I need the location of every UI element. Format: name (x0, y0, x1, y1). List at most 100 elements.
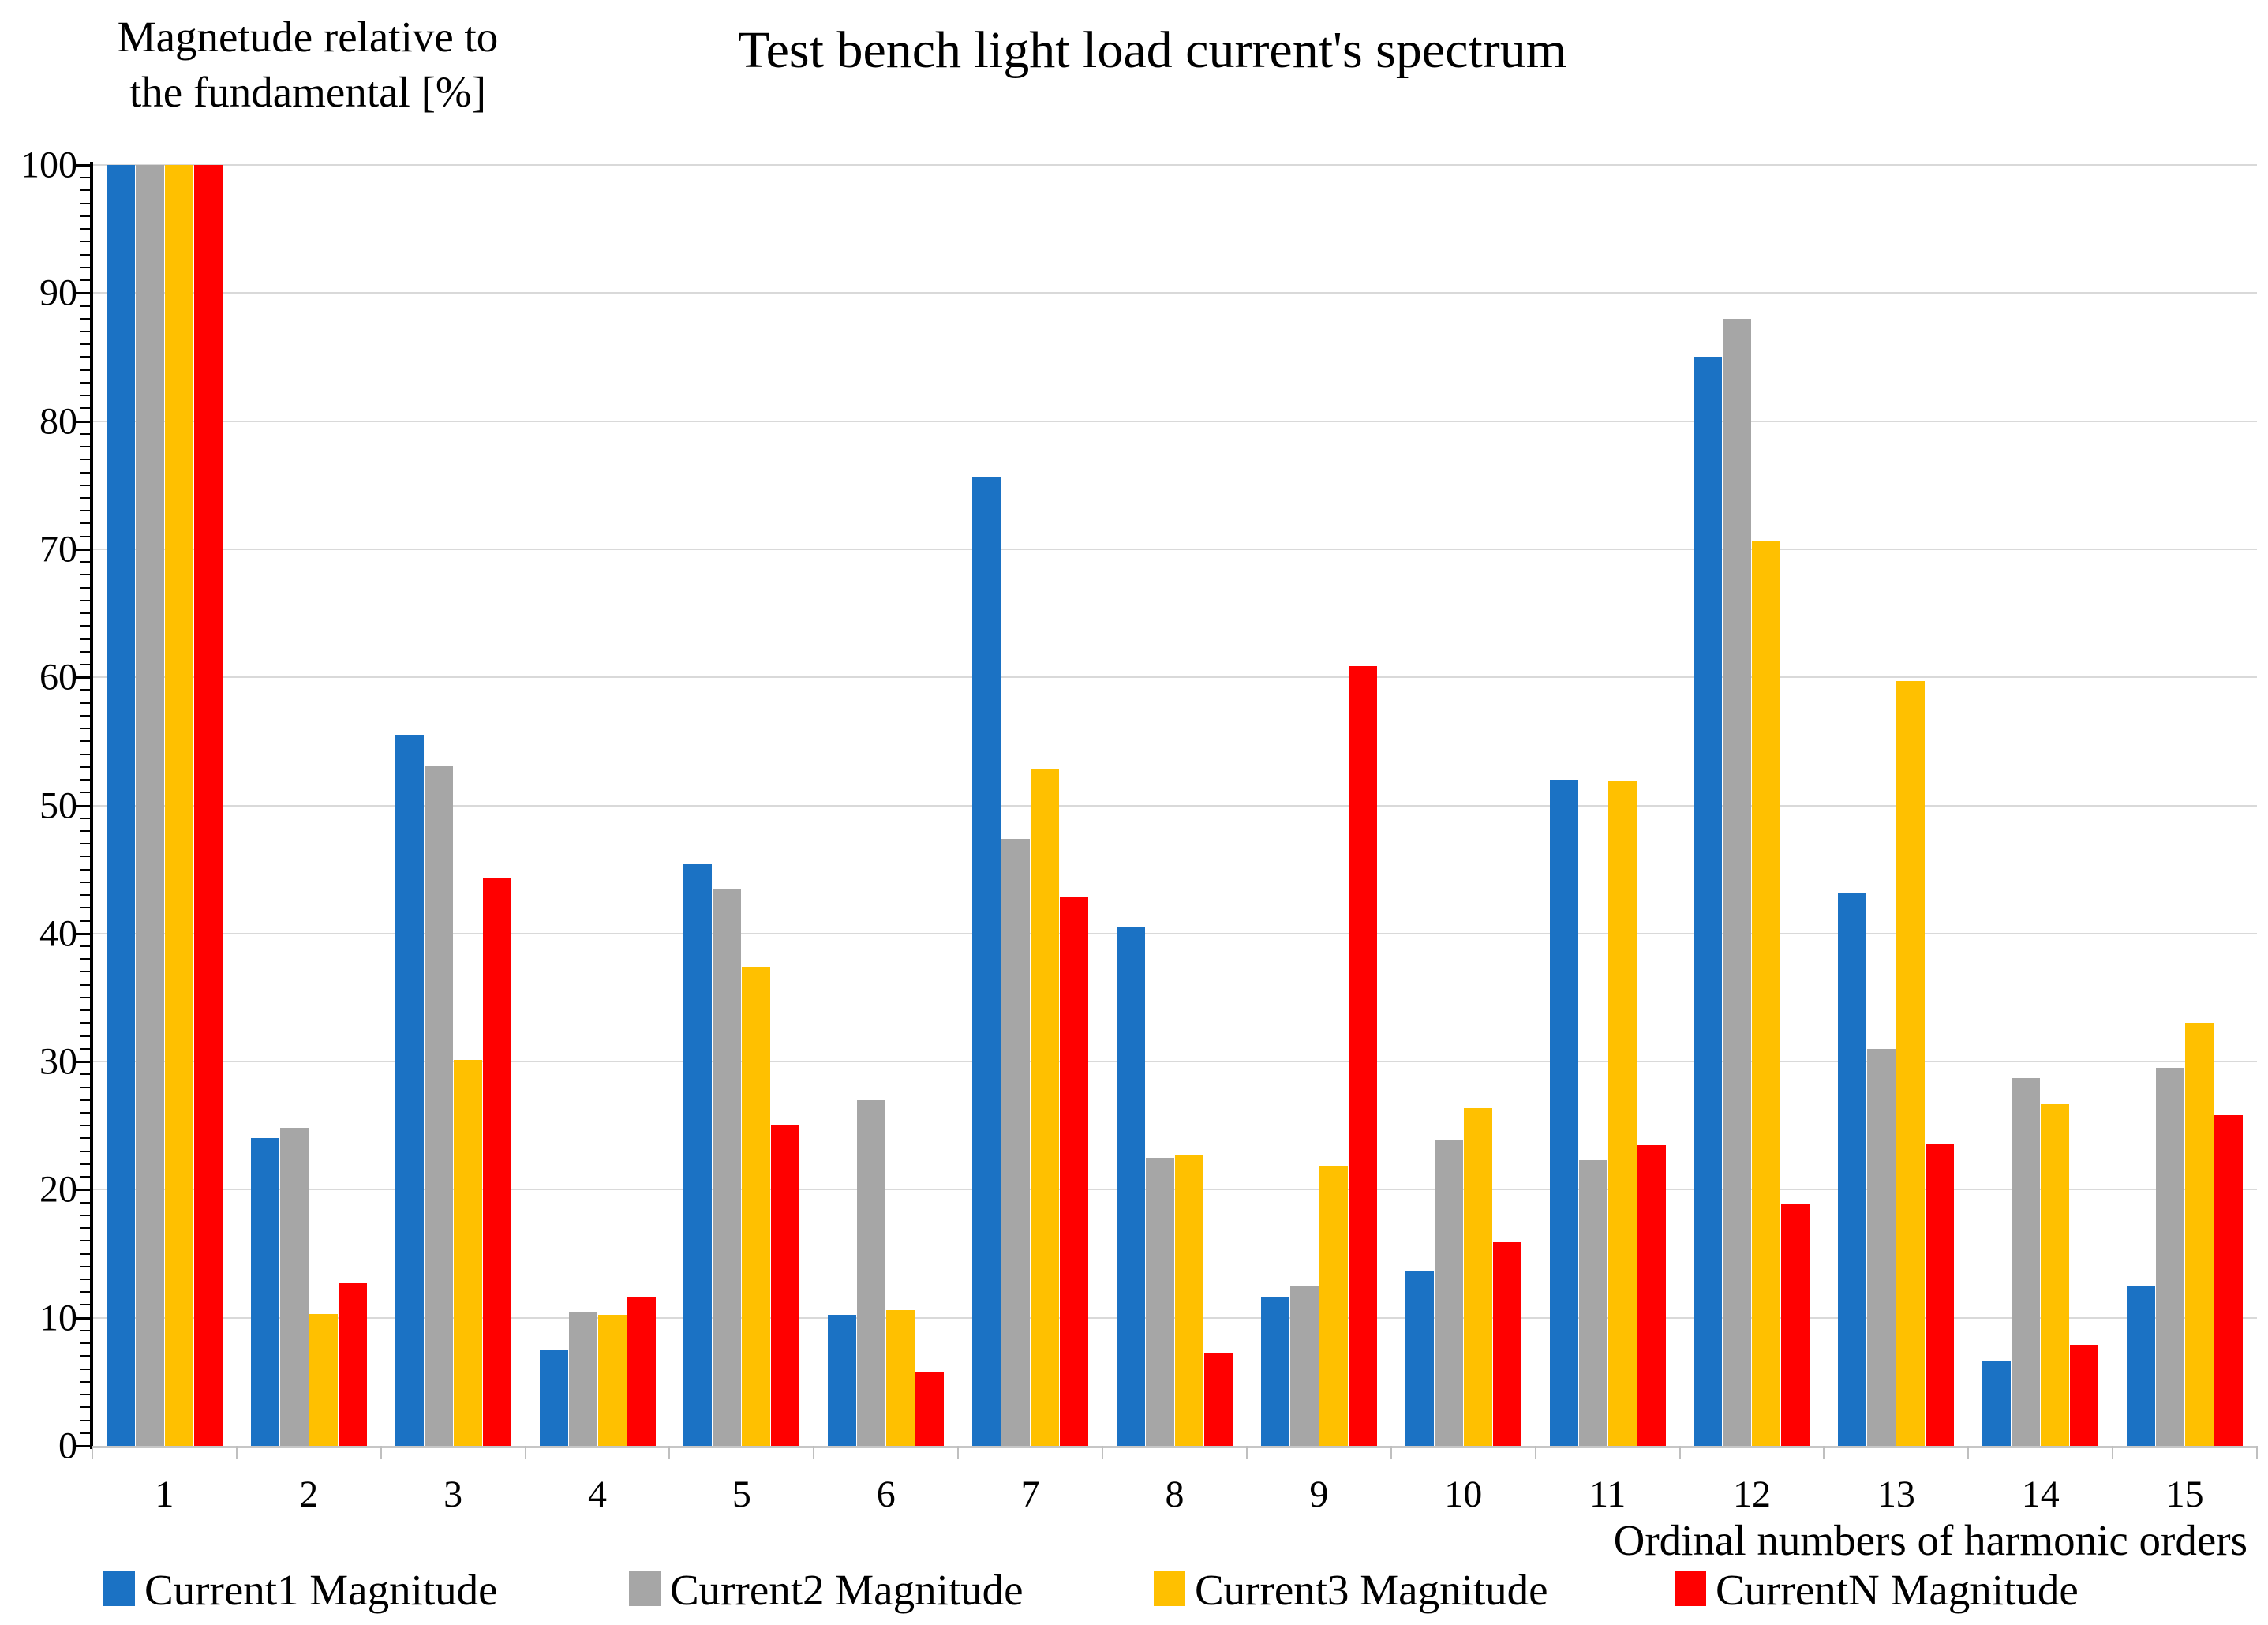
bar-series3-order9 (1319, 1166, 1348, 1446)
bar-series4-order2 (339, 1282, 367, 1446)
bar-series1-order2 (251, 1138, 279, 1446)
y-minor-tick-15 (80, 1252, 90, 1255)
bar-series3-order10 (1464, 1107, 1492, 1446)
bar-series1-order3 (395, 735, 424, 1446)
bar-series4-order6 (915, 1372, 944, 1446)
y-minor-tick-82 (80, 395, 90, 397)
y-minor-tick-97 (80, 202, 90, 204)
bar-series2-order9 (1290, 1286, 1319, 1446)
y-major-tick-70 (73, 548, 90, 551)
y-minor-tick-4 (80, 1394, 90, 1396)
y-minor-tick-88 (80, 317, 90, 320)
y-minor-tick-49 (80, 817, 90, 819)
bar-series2-order8 (1146, 1157, 1174, 1446)
y-minor-tick-47 (80, 843, 90, 845)
y-minor-tick-95 (80, 228, 90, 230)
y-minor-tick-68 (80, 574, 90, 576)
x-category-label-4: 4 (588, 1473, 608, 1515)
y-major-tick-50 (73, 804, 90, 807)
bar-series4-order11 (1637, 1144, 1666, 1446)
gridline-20 (92, 1189, 2257, 1191)
y-minor-tick-39 (80, 945, 90, 948)
legend-label-4: CurrentN Magnitude (1716, 1566, 2079, 1614)
x-axis-title: Ordinal numbers of harmonic orders (1613, 1516, 2247, 1564)
y-minor-tick-99 (80, 177, 90, 179)
y-major-tick-60 (73, 676, 90, 680)
bar-series2-order4 (569, 1311, 597, 1446)
y-minor-tick-75 (80, 484, 90, 486)
y-axis-line (90, 162, 93, 1449)
bar-series2-order11 (1579, 1160, 1607, 1446)
y-minor-tick-44 (80, 881, 90, 883)
x-category-label-7: 7 (1020, 1473, 1040, 1515)
y-minor-tick-23 (80, 1150, 90, 1152)
bar-series2-order1 (136, 165, 164, 1446)
y-minor-tick-62 (80, 650, 90, 653)
bar-series2-order14 (2012, 1078, 2040, 1446)
bar-series1-order15 (2127, 1286, 2155, 1446)
y-minor-tick-11 (80, 1304, 90, 1306)
x-tick-8 (1245, 1446, 1248, 1459)
bar-series3-order4 (598, 1315, 627, 1446)
x-tick-2 (380, 1446, 382, 1459)
y-minor-tick-32 (80, 1035, 90, 1037)
y-minor-tick-77 (80, 459, 90, 461)
legend-label-2: Current2 Magnitude (670, 1566, 1024, 1614)
bar-series1-order14 (1982, 1361, 2011, 1446)
y-minor-tick-1 (80, 1432, 90, 1434)
y-minor-tick-6 (80, 1368, 90, 1370)
x-category-label-1: 1 (155, 1473, 174, 1515)
bar-series1-order10 (1405, 1270, 1434, 1446)
y-tick-label-0: 0 (58, 1425, 77, 1467)
y-minor-tick-85 (80, 356, 90, 358)
bar-series1-order11 (1550, 780, 1578, 1446)
y-minor-tick-55 (80, 740, 90, 743)
y-minor-tick-37 (80, 971, 90, 973)
y-major-tick-90 (73, 292, 90, 295)
bar-series3-order15 (2185, 1023, 2214, 1446)
y-minor-tick-67 (80, 586, 90, 589)
y-minor-tick-53 (80, 766, 90, 768)
y-major-tick-40 (73, 932, 90, 935)
y-minor-tick-41 (80, 919, 90, 922)
y-minor-tick-92 (80, 266, 90, 268)
legend-swatch-3 (1154, 1571, 1185, 1606)
bar-series3-order2 (309, 1313, 338, 1446)
y-minor-tick-18 (80, 1214, 90, 1216)
bar-series4-order9 (1349, 665, 1377, 1446)
y-minor-tick-22 (80, 1163, 90, 1165)
x-tick-3 (524, 1446, 526, 1459)
y-tick-label-100: 100 (21, 144, 77, 186)
x-category-label-9: 9 (1309, 1473, 1329, 1515)
bar-series4-order7 (1060, 897, 1088, 1446)
y-minor-tick-93 (80, 253, 90, 256)
x-category-label-15: 15 (2165, 1473, 2204, 1515)
gridline-60 (92, 676, 2257, 679)
x-category-label-14: 14 (2021, 1473, 2060, 1515)
y-minor-tick-76 (80, 471, 90, 474)
gridline-90 (92, 292, 2257, 294)
bar-series4-order13 (1926, 1143, 1954, 1446)
gridline-80 (92, 420, 2257, 422)
x-category-label-3: 3 (443, 1473, 463, 1515)
bar-series4-order4 (627, 1297, 656, 1446)
y-major-tick-100 (73, 164, 90, 167)
y-minor-tick-45 (80, 868, 90, 871)
y-minor-tick-61 (80, 663, 90, 665)
bar-series4-order1 (194, 165, 223, 1446)
y-axis-title-line2: the fundamental [%] (129, 68, 487, 117)
y-minor-tick-64 (80, 625, 90, 627)
bar-series1-order13 (1838, 893, 1866, 1446)
x-category-label-11: 11 (1589, 1473, 1626, 1515)
y-minor-tick-33 (80, 1022, 90, 1024)
bar-series4-order5 (771, 1125, 799, 1446)
y-minor-tick-9 (80, 1329, 90, 1331)
gridline-100 (92, 164, 2257, 166)
x-category-label-5: 5 (732, 1473, 751, 1515)
y-minor-tick-17 (80, 1227, 90, 1230)
bar-series2-order3 (425, 766, 453, 1446)
y-minor-tick-19 (80, 1201, 90, 1204)
y-minor-tick-35 (80, 996, 90, 998)
y-tick-label-50: 50 (39, 784, 77, 826)
x-category-label-12: 12 (1732, 1473, 1771, 1515)
